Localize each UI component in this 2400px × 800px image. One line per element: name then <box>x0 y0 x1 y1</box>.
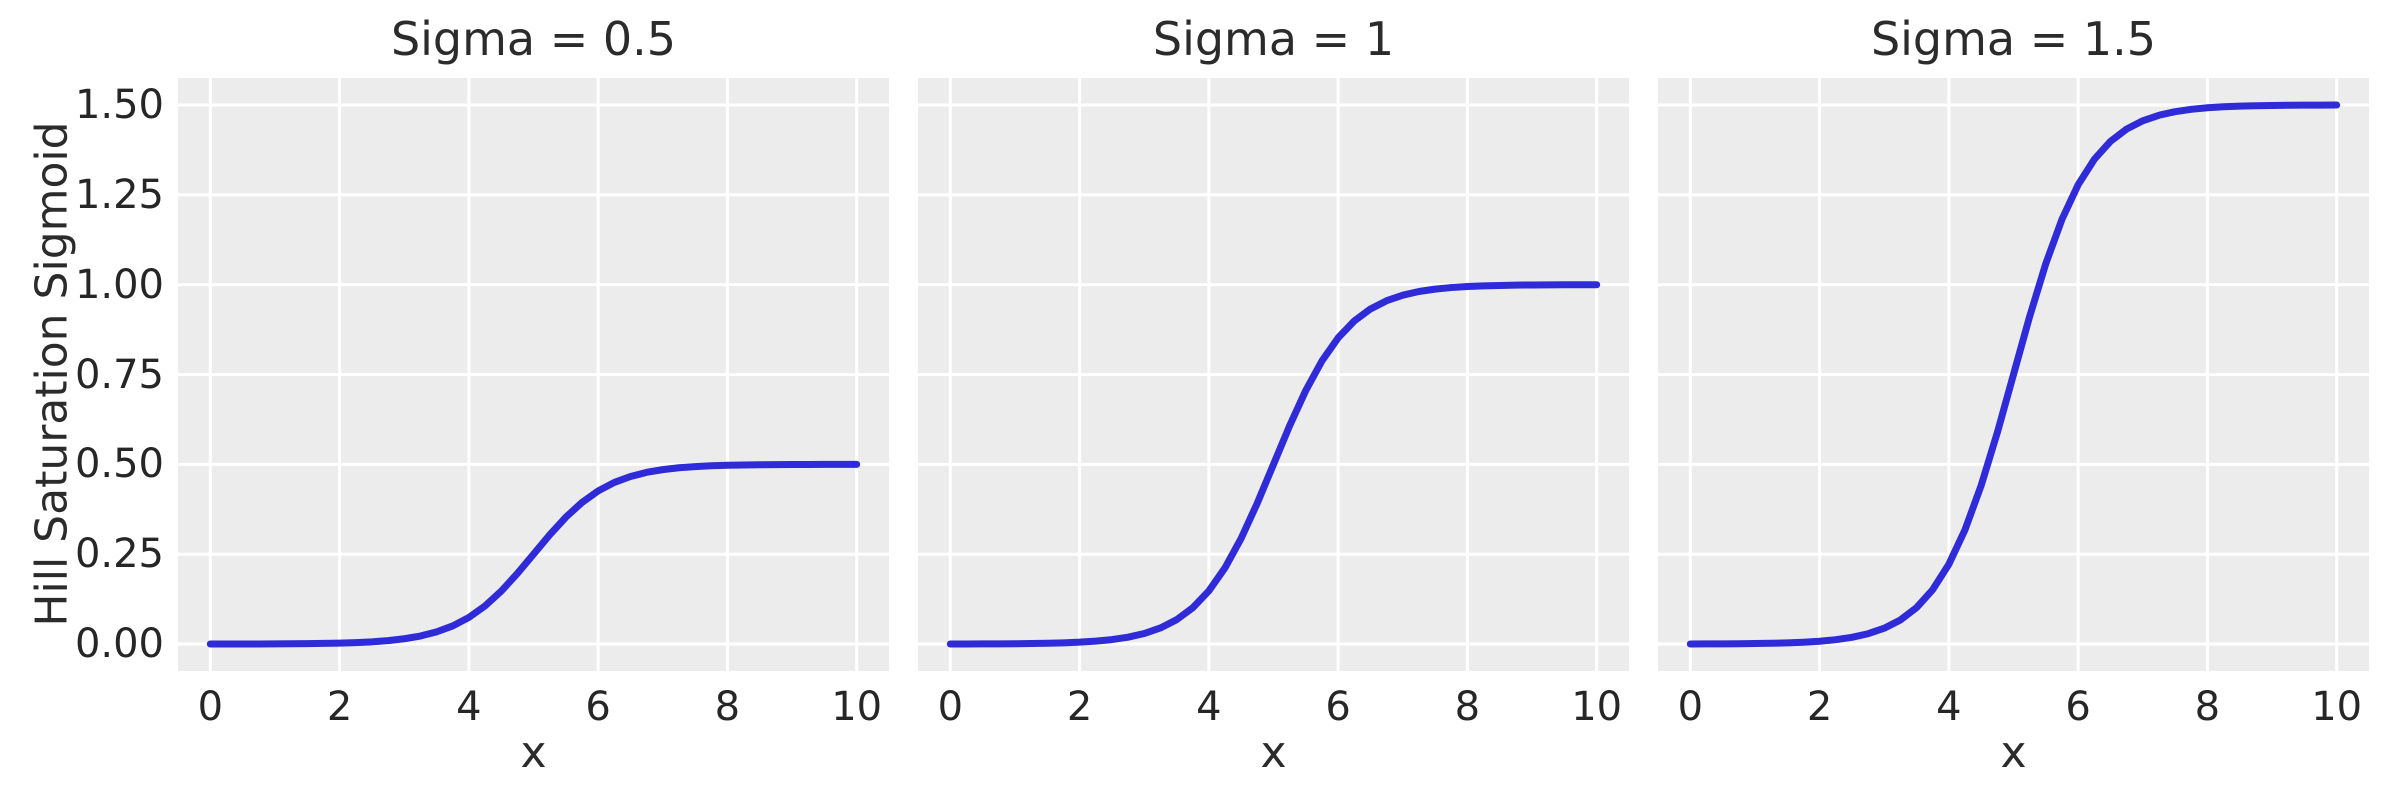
x-tick-label: 2 <box>1806 684 1833 730</box>
x-axis-label: x <box>520 727 547 778</box>
y-tick-label: 0.75 <box>74 351 164 398</box>
x-tick-label: 0 <box>937 684 964 730</box>
y-tick-label: 1.25 <box>74 171 164 218</box>
x-tick-label: 8 <box>1454 684 1481 730</box>
panel-title: Sigma = 0.5 <box>390 12 677 66</box>
panel-title: Sigma = 1.5 <box>1870 12 2157 66</box>
x-tick-label: 4 <box>1936 684 1962 730</box>
plot-canvas <box>178 78 889 671</box>
y-tick-label: 1.00 <box>74 261 164 308</box>
y-tick-label: 0.50 <box>74 441 164 488</box>
y-tick-label: 0.00 <box>74 621 164 668</box>
sigmoid-curve <box>206 460 861 648</box>
x-tick-label: 8 <box>2194 684 2221 730</box>
plot-canvas <box>918 78 1629 671</box>
plot-area <box>1658 78 2369 671</box>
x-tick-label: 4 <box>1196 684 1222 730</box>
sigmoid-curve <box>1686 101 2341 648</box>
y-tick-label: 0.25 <box>74 531 164 578</box>
plot-area <box>178 78 889 671</box>
x-tick-label: 10 <box>1571 684 1623 730</box>
x-tick-label: 0 <box>1677 684 1704 730</box>
x-tick-label: 10 <box>2311 684 2363 730</box>
panel-title: Sigma = 1 <box>1152 12 1395 66</box>
x-tick-label: 0 <box>197 684 224 730</box>
x-tick-label: 2 <box>1066 684 1093 730</box>
x-axis-label: x <box>1260 727 1287 778</box>
x-tick-label: 6 <box>585 684 611 730</box>
y-tick-label: 1.50 <box>74 81 164 128</box>
sigmoid-curve <box>946 281 1601 648</box>
x-tick-label: 10 <box>831 684 883 730</box>
x-axis-label: x <box>2000 727 2027 778</box>
x-tick-label: 6 <box>2065 684 2091 730</box>
plot-canvas <box>1658 78 2369 671</box>
x-tick-label: 6 <box>1325 684 1351 730</box>
x-tick-label: 2 <box>326 684 353 730</box>
x-tick-label: 4 <box>456 684 482 730</box>
x-tick-label: 8 <box>714 684 741 730</box>
plot-area <box>918 78 1629 671</box>
